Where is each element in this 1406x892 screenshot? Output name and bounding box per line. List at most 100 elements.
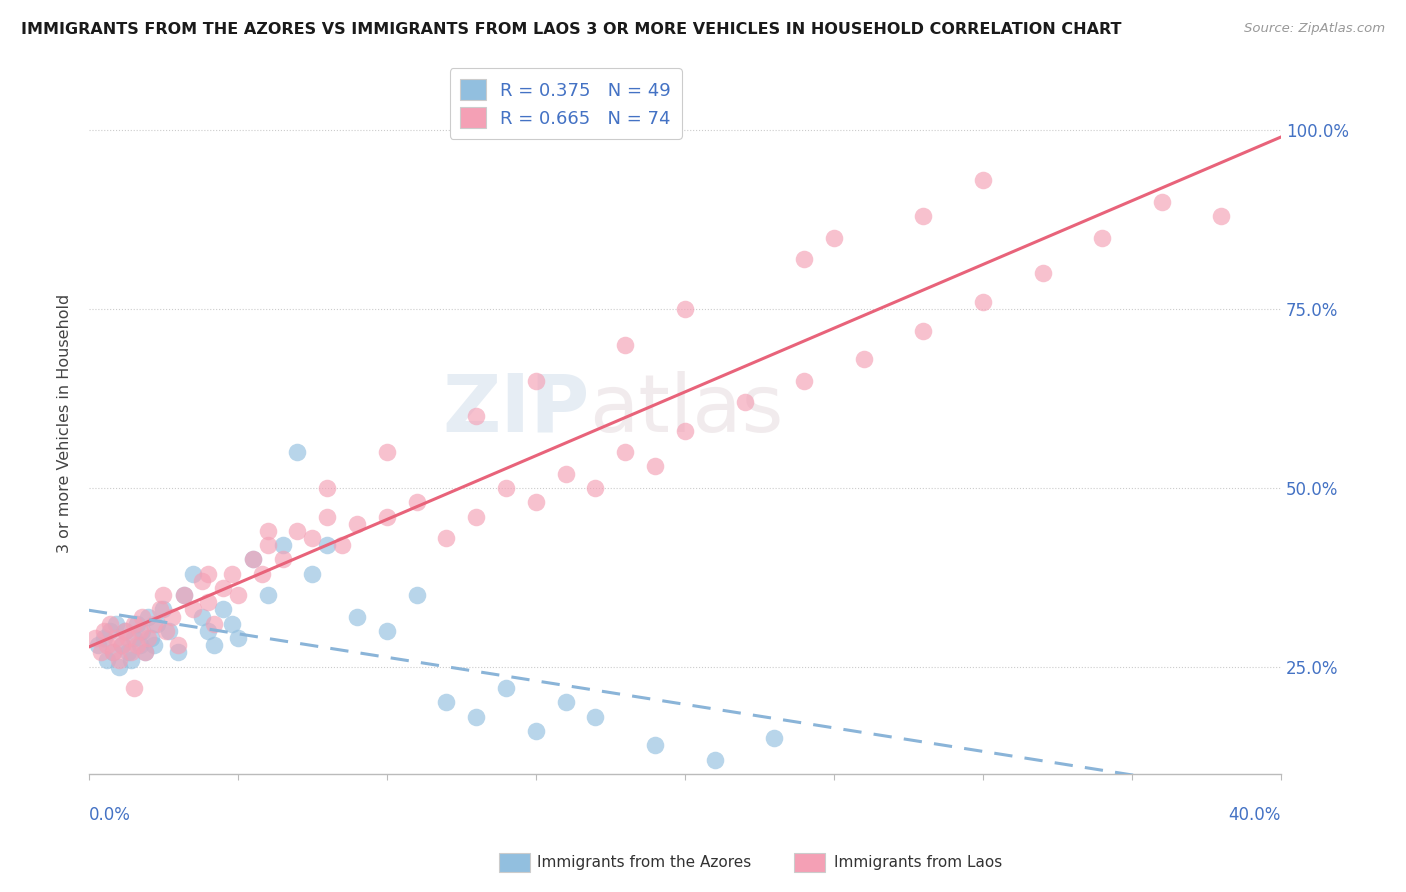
Point [793, 252, 815, 267]
Point [87, 638, 110, 652]
Text: Source: ZipAtlas.com: Source: ZipAtlas.com [1244, 22, 1385, 36]
Point [107, 659, 129, 673]
Point [287, 445, 309, 459]
Point [202, 616, 225, 631]
Point [122, 681, 145, 695]
Point [524, 724, 547, 739]
Point [191, 609, 214, 624]
Point [242, 552, 264, 566]
Point [346, 609, 368, 624]
Point [271, 538, 294, 552]
Point [585, 481, 607, 495]
Point [405, 588, 427, 602]
Text: Immigrants from the Azores: Immigrants from the Azores [537, 855, 751, 870]
Point [585, 710, 607, 724]
Point [96, 652, 118, 666]
Point [495, 481, 517, 495]
Point [793, 374, 815, 388]
Point [703, 753, 725, 767]
Point [181, 602, 204, 616]
Point [125, 638, 148, 652]
Point [197, 624, 219, 638]
Point [120, 645, 142, 659]
Point [852, 352, 875, 367]
Point [134, 645, 156, 659]
Point [465, 509, 488, 524]
Point [554, 695, 576, 709]
Point [98, 616, 121, 631]
Point [122, 631, 145, 645]
Point [191, 574, 214, 588]
Point [152, 602, 174, 616]
Point [644, 739, 666, 753]
Point [104, 631, 127, 645]
Point [101, 645, 124, 659]
Point [734, 395, 756, 409]
Point [197, 595, 219, 609]
Point [107, 652, 129, 666]
Point [644, 459, 666, 474]
Point [436, 531, 458, 545]
Text: Immigrants from Laos: Immigrants from Laos [834, 855, 1002, 870]
Point [495, 681, 517, 695]
Point [167, 638, 190, 652]
Point [162, 609, 184, 624]
Point [141, 631, 163, 645]
Point [226, 631, 249, 645]
Point [1211, 209, 1233, 223]
Text: 0.0%: 0.0% [89, 806, 131, 824]
Point [111, 638, 134, 652]
Point [134, 645, 156, 659]
Point [117, 631, 139, 645]
Point [101, 645, 124, 659]
Point [120, 652, 142, 666]
Text: IMMIGRANTS FROM THE AZORES VS IMMIGRANTS FROM LAOS 3 OR MORE VEHICLES IN HOUSEHO: IMMIGRANTS FROM THE AZORES VS IMMIGRANTS… [21, 22, 1122, 37]
Point [316, 538, 339, 552]
Point [131, 624, 153, 638]
Point [912, 324, 935, 338]
Point [256, 538, 278, 552]
Point [181, 566, 204, 581]
Point [149, 602, 172, 616]
Point [93, 631, 115, 645]
Point [83, 631, 105, 645]
Point [301, 531, 323, 545]
Point [465, 409, 488, 424]
Point [614, 445, 637, 459]
Point [375, 509, 398, 524]
Point [1150, 194, 1173, 209]
Point [614, 338, 637, 352]
Point [972, 295, 994, 310]
Point [173, 588, 195, 602]
Text: ZIP: ZIP [443, 370, 589, 449]
Point [1031, 267, 1053, 281]
Point [375, 624, 398, 638]
Point [173, 588, 195, 602]
Point [972, 173, 994, 187]
Point [93, 624, 115, 638]
Point [98, 624, 121, 638]
Point [104, 616, 127, 631]
Point [554, 467, 576, 481]
Point [197, 566, 219, 581]
Point [155, 624, 177, 638]
Point [128, 638, 150, 652]
Y-axis label: 3 or more Vehicles in Household: 3 or more Vehicles in Household [58, 294, 72, 553]
Point [96, 638, 118, 652]
Point [287, 524, 309, 538]
Point [524, 495, 547, 509]
Point [117, 645, 139, 659]
Point [221, 616, 243, 631]
Point [346, 516, 368, 531]
Point [330, 538, 353, 552]
Point [128, 624, 150, 638]
Point [167, 645, 190, 659]
Point [212, 581, 235, 595]
Point [250, 566, 273, 581]
Point [152, 588, 174, 602]
Point [114, 624, 136, 638]
Point [90, 645, 112, 659]
Point [146, 616, 169, 631]
Legend: R = 0.375   N = 49, R = 0.665   N = 74: R = 0.375 N = 49, R = 0.665 N = 74 [450, 69, 682, 139]
Point [301, 566, 323, 581]
